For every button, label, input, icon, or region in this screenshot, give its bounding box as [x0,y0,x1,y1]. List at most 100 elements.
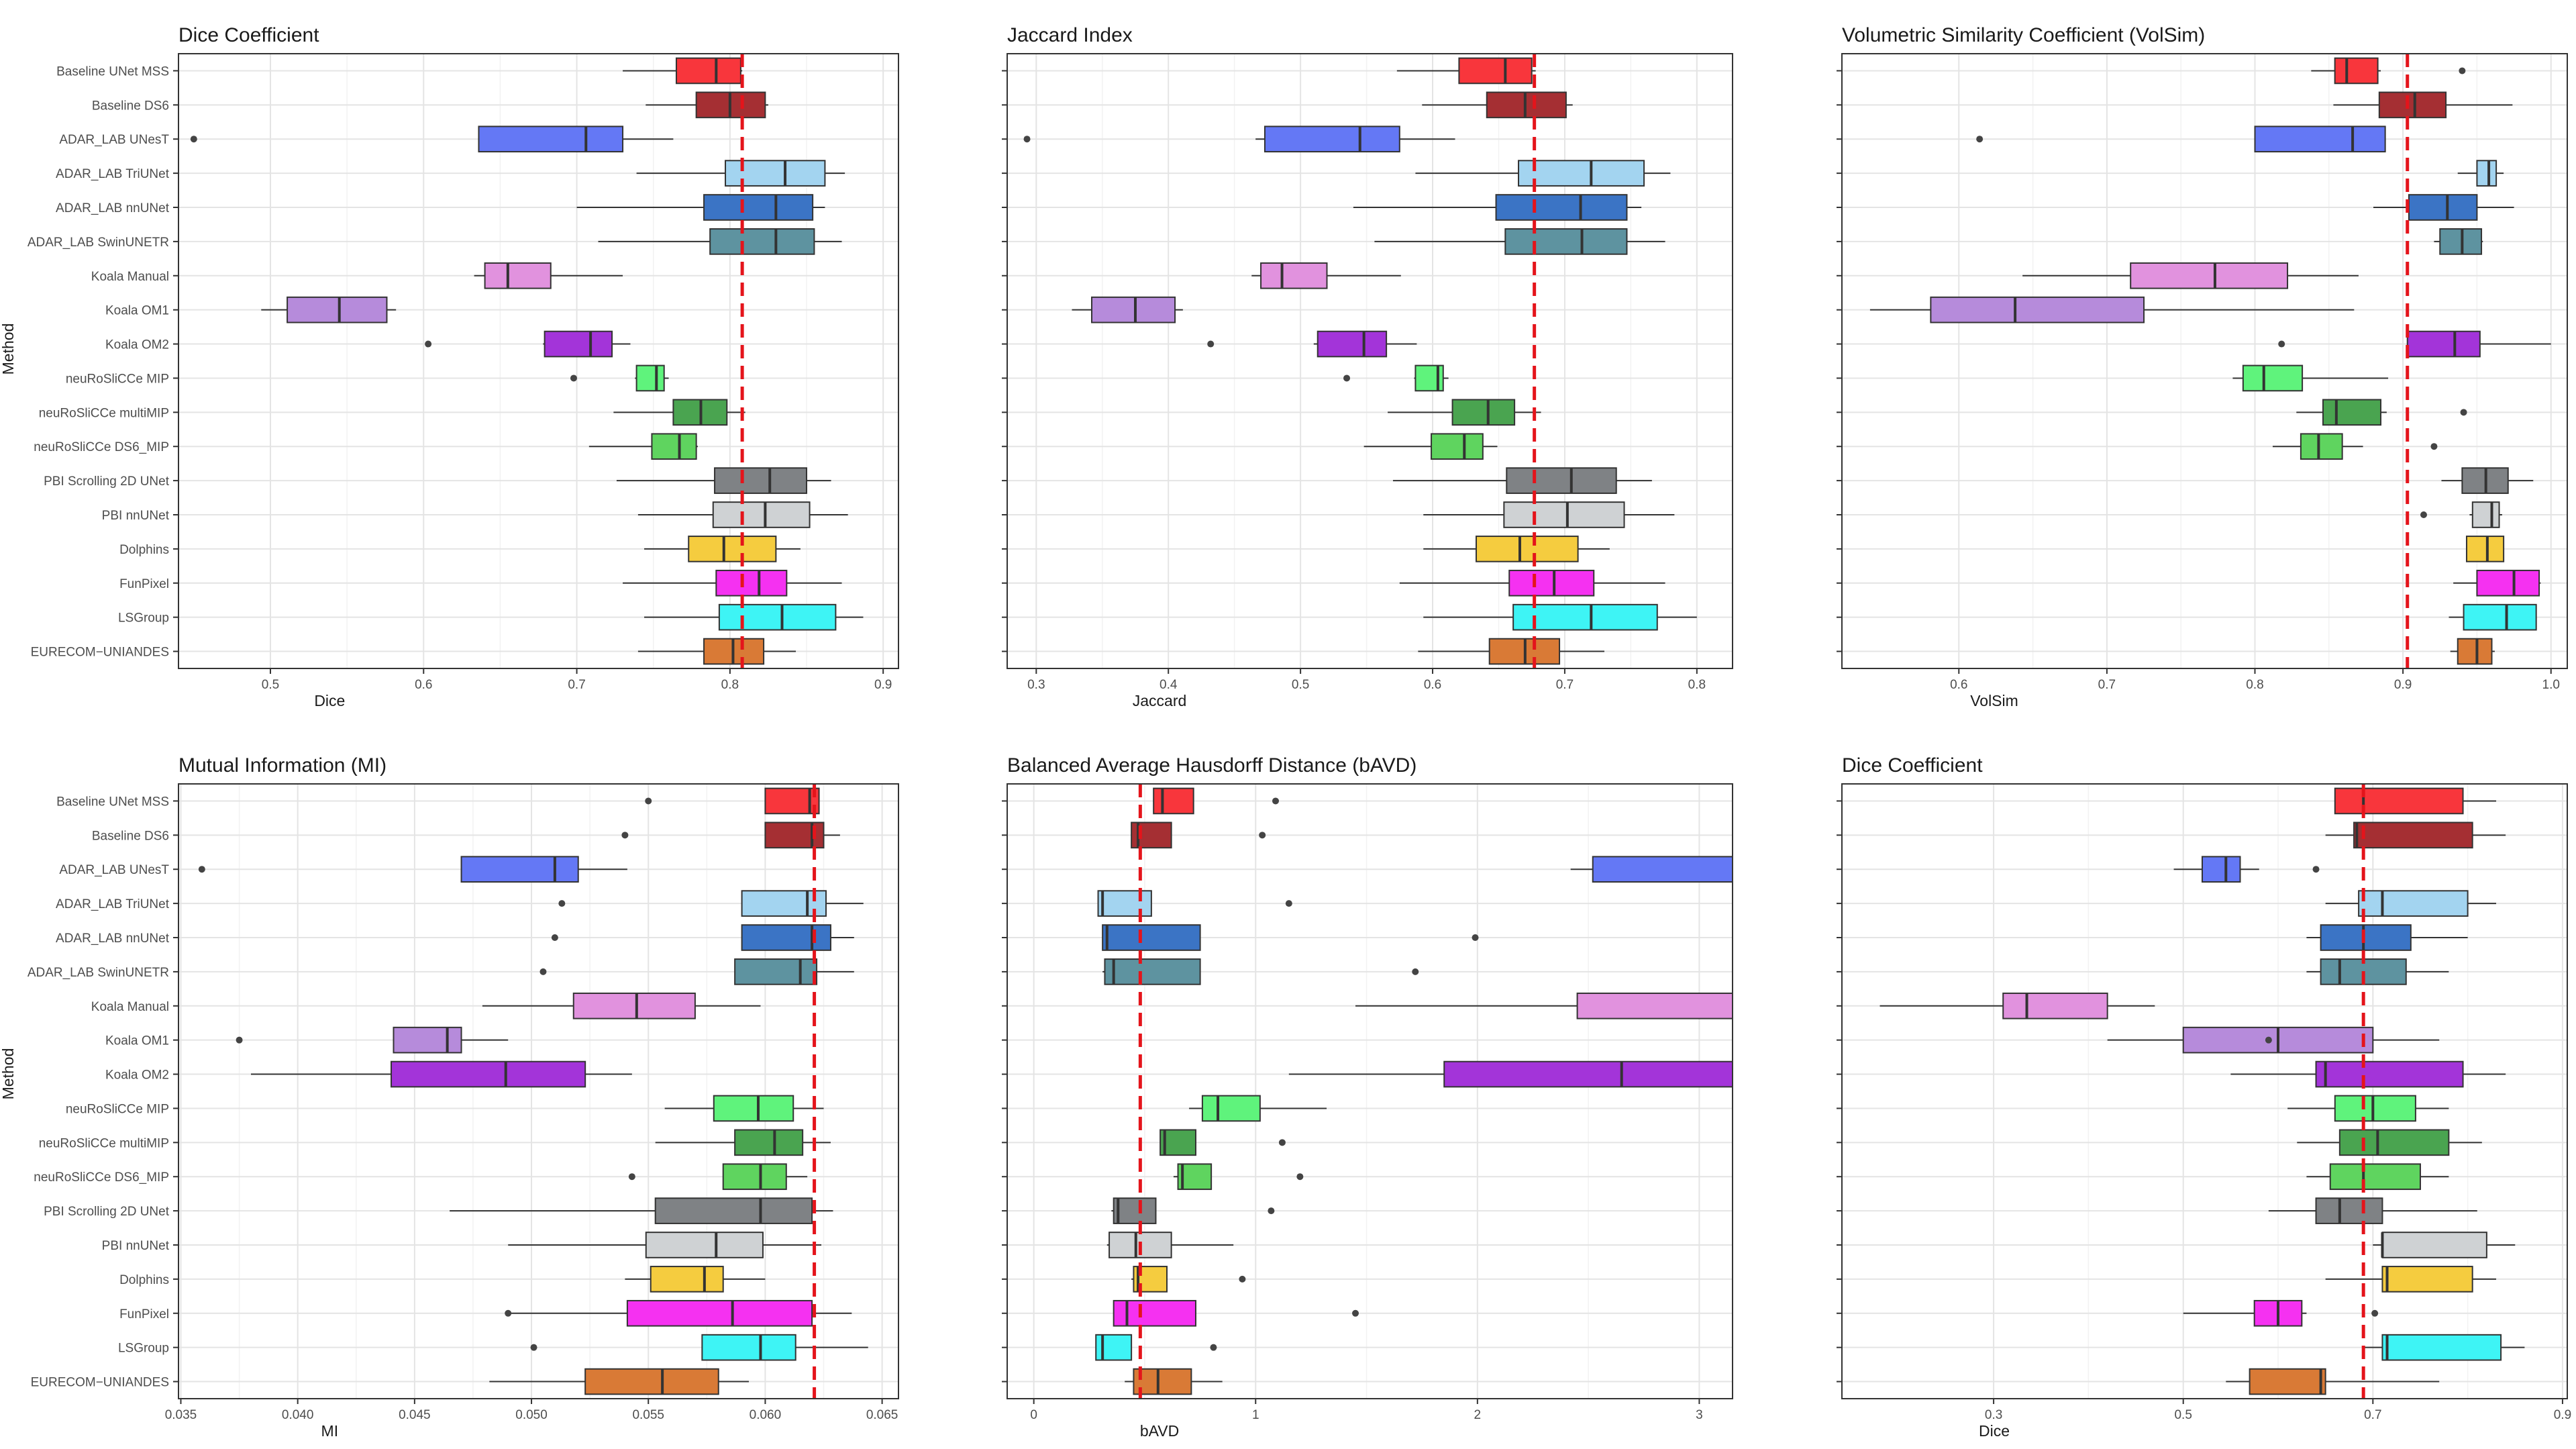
x-axis-title: Dice [314,692,345,709]
method-label: Koala Manual [91,1000,169,1014]
box-body [2406,330,2481,358]
box-body [460,856,579,883]
box-12 [1392,467,1652,494]
x-tick-label: 0.8 [1688,678,1706,692]
x-tick-label: 0.3 [1027,678,1045,692]
box-11 [1173,1163,1213,1191]
box-7 [1869,296,2355,323]
box-body [544,330,613,358]
box-8 [250,1060,632,1088]
box-body [2476,160,2497,187]
method-label: Koala OM1 [105,304,169,318]
box-11 [588,433,698,460]
box-2 [2254,126,2386,153]
box-3 [2325,890,2497,917]
box-body [1153,787,1194,815]
box-body [2201,856,2241,883]
box-0 [2311,57,2381,85]
box-11 [2272,433,2363,460]
box-11 [2306,1163,2449,1191]
box-15 [1399,569,1665,597]
box-4 [2373,194,2514,221]
box-17 [2450,638,2495,665]
box-1 [2325,821,2506,849]
outlier-point [621,832,629,839]
box-16 [1095,1334,1133,1361]
method-label: ADAR_LAB SwinUNETR [28,236,169,250]
x-tick-label: 0.7 [1556,678,1574,692]
box-body [2381,1232,2487,1258]
box-13 [2469,501,2502,528]
method-label: ADAR_LAB UNesT [59,863,169,877]
box-13 [1423,501,1675,528]
panel-5: Balanced Average Hausdorff Distance (bAV… [1002,754,1733,1440]
x-tick-label: 1.0 [2542,678,2560,692]
outlier-point [2459,67,2466,74]
plot-background [1842,784,2567,1399]
box-body [709,228,815,255]
box-body [2378,91,2447,119]
box-0 [623,57,743,85]
outlier-point [2278,340,2285,348]
box-2 [478,126,674,153]
box-body [1451,399,1516,426]
plot-border [178,53,899,669]
box-8 [2230,1060,2506,1088]
x-tick-label: 0.6 [1424,678,1441,692]
box-15 [1113,1299,1196,1327]
box-body [2249,1368,2326,1395]
box-body [650,1266,724,1293]
outlier-point [236,1036,243,1044]
box-4 [1353,194,1642,221]
panel-title: Mutual Information (MI) [178,754,387,777]
method-label: Baseline DS6 [92,829,169,843]
x-tick-label: 3 [1696,1408,1703,1422]
box-12 [1111,1197,1157,1224]
x-tick-label: 0.7 [2098,678,2116,692]
box-body [626,1299,813,1327]
box-2 [1255,126,1455,153]
box-10 [655,1129,831,1156]
method-label: Koala OM2 [105,338,169,352]
plot-border [1007,783,1733,1399]
box-body [2353,821,2473,849]
x-tick-label: 0.050 [515,1408,548,1422]
box-14 [2325,1266,2497,1293]
outlier-point [2420,511,2428,518]
method-label: EURECOM−UNIANDES [31,1376,169,1390]
box-body [675,57,741,85]
box-6 [474,262,623,289]
box-11 [722,1163,808,1191]
box-8 [1313,330,1417,358]
outlier-point [558,900,566,907]
outlier-point [551,934,558,941]
plot-border [1007,53,1733,669]
box-10 [2297,1129,2482,1156]
box-body [2254,126,2386,153]
panels: Dice Coefficient 0.5 0.6 0.7 0.8 0.9 Dice Basel… [28,24,2571,1440]
box-10 [613,399,745,426]
box-body [2130,262,2289,289]
box-16 [2363,1334,2525,1361]
box-7 [393,1026,509,1054]
x-tick-label: 0.7 [2364,1408,2381,1422]
box-10 [2296,399,2387,426]
box-10 [1160,1129,1196,1156]
box-body [2320,924,2412,951]
box-11 [1363,433,1498,460]
box-6 [482,992,761,1019]
box-9 [1414,364,1449,392]
box-body [2242,364,2304,392]
method-label: PBI Scrolling 2D UNet [44,474,170,489]
box-7 [261,296,397,323]
outlier-point [1285,900,1292,907]
box-3 [741,890,864,917]
x-tick-label: 0.8 [721,678,739,692]
x-tick-label: 0.9 [874,678,892,692]
box-4 [576,194,825,221]
outlier-point [2460,409,2467,416]
box-body [393,1026,462,1054]
box-body [2300,433,2343,460]
box-0 [764,787,820,815]
outlier-point [1259,832,1266,839]
